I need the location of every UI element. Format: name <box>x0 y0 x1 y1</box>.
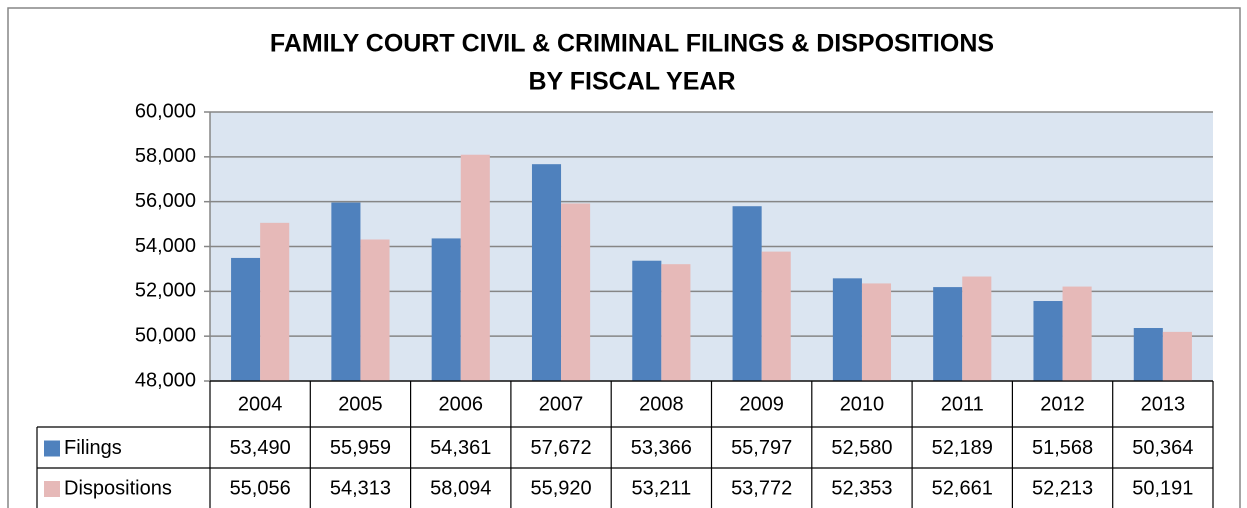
bar <box>331 202 361 381</box>
bar <box>1162 331 1192 381</box>
bar <box>1062 286 1092 381</box>
bar <box>460 154 490 381</box>
bar <box>933 287 963 381</box>
y-tick-label: 48,000 <box>135 369 196 391</box>
bar <box>632 260 662 381</box>
bar <box>732 206 762 381</box>
bar <box>861 283 892 381</box>
bar <box>1133 328 1163 381</box>
table-value: 55,797 <box>731 437 792 459</box>
x-tick-label: 2008 <box>639 393 684 415</box>
table-value: 53,772 <box>731 477 792 499</box>
bar <box>832 278 862 381</box>
table-value: 54,313 <box>330 477 391 499</box>
table-value: 51,568 <box>1032 437 1093 459</box>
x-tick-label: 2006 <box>439 393 484 415</box>
x-tick-label: 2011 <box>941 393 984 415</box>
bar <box>360 239 390 381</box>
y-tick-label: 50,000 <box>135 324 196 346</box>
y-tick-label: 52,000 <box>135 280 196 302</box>
table-value: 50,364 <box>1132 437 1193 459</box>
y-tick-label: 58,000 <box>135 145 196 167</box>
x-tick-label: 2009 <box>739 393 784 415</box>
x-tick-label: 2005 <box>338 393 383 415</box>
bar <box>231 257 261 381</box>
y-tick-label: 54,000 <box>135 235 196 257</box>
table-value: 55,920 <box>530 477 591 499</box>
table-value: 54,361 <box>430 437 491 459</box>
table-value: 53,490 <box>230 437 291 459</box>
x-tick-label: 2007 <box>539 393 584 415</box>
bar <box>1033 301 1063 381</box>
table-value: 58,094 <box>430 477 491 499</box>
x-tick-label: 2010 <box>840 393 885 415</box>
table-value: 52,353 <box>831 477 892 499</box>
table-value: 50,191 <box>1132 477 1193 499</box>
bar <box>962 276 992 381</box>
table-value: 53,211 <box>632 477 692 499</box>
legend-key <box>44 481 60 497</box>
legend-label: Filings <box>64 437 122 459</box>
y-tick-label: 56,000 <box>135 190 196 212</box>
table-value: 55,959 <box>330 437 391 459</box>
x-tick-label: 2004 <box>238 393 283 415</box>
bar <box>761 251 791 381</box>
chart-border <box>7 7 1241 508</box>
x-tick-label: 2013 <box>1141 393 1186 415</box>
table-value: 53,366 <box>631 437 692 459</box>
table-value: 52,189 <box>932 437 993 459</box>
chart-subtitle: BY FISCAL YEAR <box>529 68 736 96</box>
table-value: 55,056 <box>230 477 291 499</box>
legend-key <box>44 440 60 457</box>
chart-title: FAMILY COURT CIVIL & CRIMINAL FILINGS & … <box>270 30 994 58</box>
bar <box>561 203 591 381</box>
bar <box>531 164 562 381</box>
table-value: 52,580 <box>831 437 892 459</box>
bar <box>431 238 461 381</box>
x-tick-label: 2012 <box>1040 393 1085 415</box>
legend-label: Dispositions <box>64 477 172 499</box>
bar <box>260 222 290 381</box>
table-value: 57,672 <box>530 437 591 459</box>
table-value: 52,661 <box>932 477 993 499</box>
table-value: 52,213 <box>1032 477 1093 499</box>
y-tick-label: 60,000 <box>135 100 196 122</box>
bar <box>661 264 691 381</box>
